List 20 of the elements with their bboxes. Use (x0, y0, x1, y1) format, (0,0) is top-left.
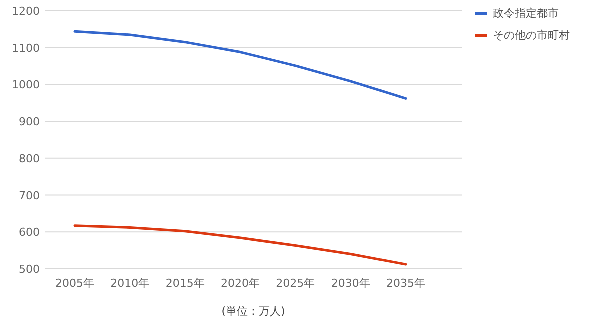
line-series (74, 224, 408, 266)
text: (単位：万人) (222, 305, 286, 318)
x-tick-label: 2015年 (166, 277, 205, 290)
x-tick-label: 2030年 (331, 277, 370, 290)
x-tick-label: 2035年 (386, 277, 426, 290)
legend-label: その他の市町村 (493, 29, 570, 42)
y-tick-label: 1200 (12, 5, 40, 18)
x-tick-label: 2010年 (110, 277, 150, 290)
x-tick-label: 2025年 (276, 277, 316, 290)
y-tick-label: 600 (19, 226, 40, 240)
y-tick-label: 500 (19, 263, 40, 276)
y-tick-label: 700 (19, 189, 40, 202)
y-tick-label: 800 (19, 152, 40, 166)
y-tick-label: 1100 (12, 42, 40, 55)
x-tick-label: 2005年 (56, 277, 94, 290)
line-series (74, 30, 408, 100)
legend-label: 政令指定都市 (493, 7, 559, 20)
y-tick-label: 900 (19, 116, 40, 129)
x-tick-label: 2020年 (221, 277, 260, 290)
y-tick-label: 1000 (12, 78, 40, 92)
